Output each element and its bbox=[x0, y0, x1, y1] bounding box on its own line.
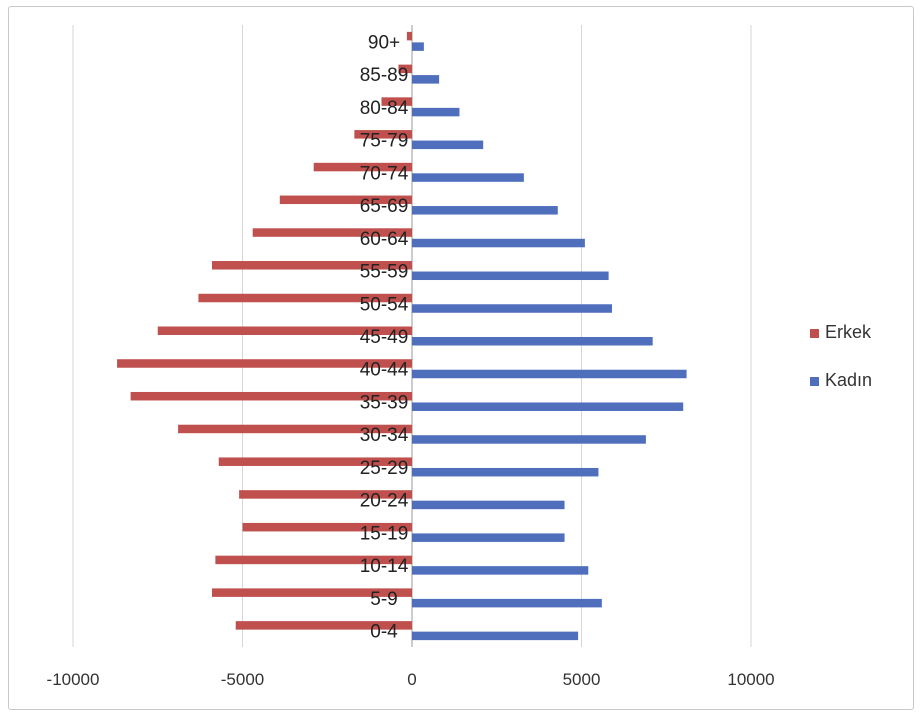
bar-kadin-0-4 bbox=[412, 631, 579, 641]
bar-erkek-85-89 bbox=[398, 64, 412, 74]
bar-kadin-45-49 bbox=[412, 337, 653, 346]
bar-kadin-60-64 bbox=[412, 238, 585, 248]
bar-kadin-15-19 bbox=[412, 533, 565, 542]
category-label: 70-74 bbox=[360, 163, 409, 184]
legend-label-erkek: Erkek bbox=[825, 322, 872, 342]
bar-erkek-75-79 bbox=[354, 130, 412, 139]
category-label: 30-34 bbox=[360, 425, 409, 446]
category-label: 10-14 bbox=[360, 556, 409, 577]
category-label: 35-39 bbox=[360, 392, 409, 413]
bars bbox=[117, 31, 687, 641]
x-axis-tick-labels: -10000 -5000 0 5000 10000 bbox=[47, 670, 775, 689]
bar-erkek-80-84 bbox=[381, 97, 412, 106]
bar-kadin-70-74 bbox=[412, 173, 524, 182]
x-tick-label: 0 bbox=[407, 670, 416, 689]
bar-kadin-20-24 bbox=[412, 500, 565, 510]
bar-erkek-15-19 bbox=[242, 522, 412, 532]
bar-kadin-55-59 bbox=[412, 271, 609, 281]
category-label: 55-59 bbox=[360, 262, 409, 283]
legend-label-kadin: Kadın bbox=[825, 370, 872, 390]
category-label: 90+ bbox=[368, 32, 400, 53]
category-label: 5-9 bbox=[370, 589, 397, 610]
bar-erkek-35-39 bbox=[130, 391, 412, 401]
category-label: 65-69 bbox=[360, 196, 409, 217]
chart-frame: 0-4 5-9 10-14 15-19 20-24 25-29 30-34 35-39 40-4… bbox=[8, 6, 914, 710]
bar-erkek-60-64 bbox=[252, 228, 412, 237]
x-tick-label: 5000 bbox=[563, 670, 601, 689]
bar-erkek-50-54 bbox=[198, 293, 412, 303]
bar-kadin-40-44 bbox=[412, 369, 687, 379]
bar-kadin-35-39 bbox=[412, 402, 684, 411]
gridlines bbox=[72, 25, 752, 647]
bar-erkek-10-14 bbox=[215, 555, 412, 565]
bar-kadin-25-29 bbox=[412, 467, 599, 477]
category-label: 60-64 bbox=[360, 229, 409, 250]
category-label: 50-54 bbox=[360, 294, 409, 315]
bar-erkek-5-9 bbox=[211, 588, 412, 597]
bar-kadin-75-79 bbox=[412, 140, 484, 150]
bar-erkek-65-69 bbox=[279, 195, 412, 205]
category-label: 45-49 bbox=[360, 327, 409, 348]
category-labels: 0-4 5-9 10-14 15-19 20-24 25-29 30-34 35-39 40-4… bbox=[360, 32, 409, 642]
category-label: 15-19 bbox=[360, 523, 409, 544]
bar-kadin-5-9 bbox=[412, 598, 602, 608]
category-label: 20-24 bbox=[360, 491, 409, 512]
bar-kadin-50-54 bbox=[412, 304, 613, 313]
bar-erkek-30-34 bbox=[178, 424, 412, 434]
x-tick-label: 10000 bbox=[727, 670, 774, 689]
bar-kadin-10-14 bbox=[412, 566, 589, 575]
bar-erkek-25-29 bbox=[218, 457, 412, 466]
bar-erkek-45-49 bbox=[157, 326, 412, 335]
population-pyramid-chart: 0-4 5-9 10-14 15-19 20-24 25-29 30-34 35-39 40-4… bbox=[47, 25, 872, 689]
bar-erkek-0-4 bbox=[235, 621, 412, 630]
bar-kadin-65-69 bbox=[412, 206, 558, 215]
bar-erkek-55-59 bbox=[211, 261, 412, 270]
legend: Erkek Kadın bbox=[810, 322, 872, 390]
category-label: 75-79 bbox=[360, 131, 409, 152]
category-label: 40-44 bbox=[360, 360, 409, 381]
bar-erkek-40-44 bbox=[117, 359, 412, 368]
bar-erkek-90+ bbox=[406, 31, 412, 41]
category-label: 80-84 bbox=[360, 98, 409, 119]
legend-swatch-erkek bbox=[810, 329, 819, 338]
bar-erkek-70-74 bbox=[313, 162, 412, 172]
bar-erkek-20-24 bbox=[239, 490, 412, 499]
x-tick-label: -10000 bbox=[47, 670, 100, 689]
category-label: 25-29 bbox=[360, 458, 409, 479]
bar-kadin-30-34 bbox=[412, 435, 646, 444]
bar-kadin-80-84 bbox=[412, 107, 460, 117]
bar-kadin-90+ bbox=[412, 42, 424, 51]
legend-swatch-kadin bbox=[810, 377, 819, 386]
category-label: 0-4 bbox=[370, 622, 398, 643]
bar-kadin-85-89 bbox=[412, 75, 440, 84]
x-tick-label: -5000 bbox=[221, 670, 264, 689]
category-label: 85-89 bbox=[360, 65, 409, 86]
